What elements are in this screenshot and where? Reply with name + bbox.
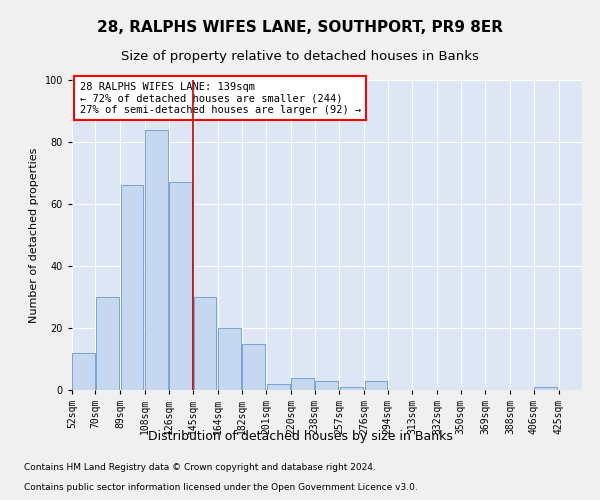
Text: Contains public sector information licensed under the Open Government Licence v3: Contains public sector information licen… bbox=[24, 483, 418, 492]
Bar bbox=[315, 380, 338, 390]
Bar bbox=[194, 297, 217, 390]
Bar bbox=[218, 328, 241, 390]
Bar bbox=[365, 380, 388, 390]
Text: 28 RALPHS WIFES LANE: 139sqm
← 72% of detached houses are smaller (244)
27% of s: 28 RALPHS WIFES LANE: 139sqm ← 72% of de… bbox=[80, 82, 361, 115]
Bar bbox=[292, 378, 314, 390]
Text: Size of property relative to detached houses in Banks: Size of property relative to detached ho… bbox=[121, 50, 479, 63]
Bar bbox=[266, 384, 290, 390]
Bar bbox=[340, 387, 362, 390]
Bar bbox=[96, 297, 119, 390]
Bar bbox=[121, 186, 143, 390]
Bar bbox=[73, 353, 95, 390]
Text: Distribution of detached houses by size in Banks: Distribution of detached houses by size … bbox=[148, 430, 452, 443]
Bar bbox=[534, 387, 557, 390]
Bar bbox=[169, 182, 191, 390]
Text: Contains HM Land Registry data © Crown copyright and database right 2024.: Contains HM Land Registry data © Crown c… bbox=[24, 463, 376, 472]
Bar bbox=[242, 344, 265, 390]
Bar bbox=[145, 130, 168, 390]
Text: 28, RALPHS WIFES LANE, SOUTHPORT, PR9 8ER: 28, RALPHS WIFES LANE, SOUTHPORT, PR9 8E… bbox=[97, 20, 503, 35]
Y-axis label: Number of detached properties: Number of detached properties bbox=[29, 148, 39, 322]
